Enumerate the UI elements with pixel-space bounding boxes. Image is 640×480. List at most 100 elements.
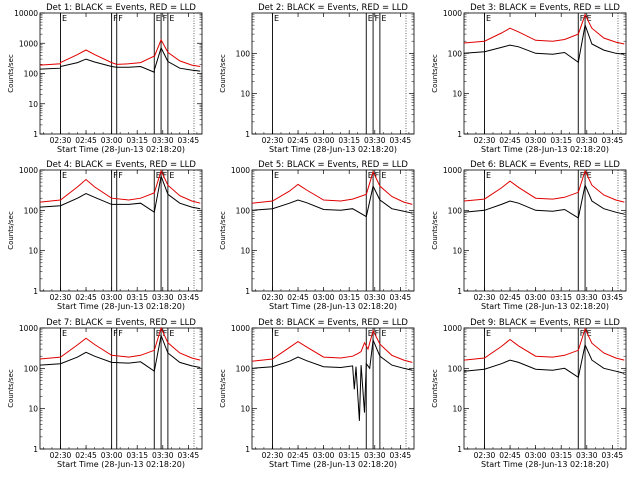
- plot-frame: [251, 169, 415, 292]
- x-tick-label: 03:15: [126, 451, 148, 460]
- time-marker-flag: F: [375, 171, 380, 180]
- x-tick-label: 03:00: [101, 136, 123, 145]
- time-marker-flag: E: [486, 171, 491, 180]
- x-tick-label: 02:45: [499, 136, 521, 145]
- y-tick-label: 1000: [19, 324, 38, 333]
- chart-panel-6: Det 6: BLACK = Events, RED = LLD 1 10 100 10…: [431, 160, 627, 311]
- y-tick-label: 1000: [19, 39, 38, 48]
- series-lld-line: [39, 169, 201, 204]
- x-axis-label: Start Time (28-Jun-13 02:18:20): [269, 460, 397, 469]
- chart-panel-5: Det 5: BLACK = Events, RED = LLD 1 10 100 10…: [219, 160, 415, 311]
- time-marker-flag: F: [375, 14, 380, 23]
- plot-frame: [39, 12, 203, 135]
- y-tick-label: 10: [452, 247, 462, 256]
- x-tick-label: 02:30: [262, 136, 284, 145]
- time-marker-flag: E: [62, 171, 67, 180]
- plot-frame: [39, 169, 203, 292]
- y-tick-label: 1: [457, 287, 462, 296]
- time-marker-flag: E: [587, 329, 592, 338]
- series-lld-line: [251, 170, 413, 205]
- y-tick-label: 10: [28, 405, 38, 414]
- y-tick-label: 1: [33, 287, 38, 296]
- x-tick-label: 03:15: [550, 293, 572, 302]
- time-marker-flag: F: [163, 329, 168, 338]
- y-tick-label: 100: [236, 206, 251, 215]
- y-tick-label: 10: [240, 90, 250, 99]
- series-events-line: [463, 23, 625, 64]
- time-marker-flag: E: [381, 329, 386, 338]
- time-marker-flag: F: [375, 329, 380, 338]
- chart-panel-4: Det 4: BLACK = Events, RED = LLD 1 10 100 10…: [7, 160, 203, 311]
- y-tick-label: 1: [457, 130, 462, 139]
- x-tick-label: 03:00: [313, 136, 335, 145]
- chart-panel-9: Det 9: BLACK = Events, RED = LLD 1 10 100 10…: [431, 318, 627, 469]
- x-tick-label: 03:45: [390, 293, 412, 302]
- y-tick-label: 10: [28, 247, 38, 256]
- x-tick-label: 03:15: [338, 293, 360, 302]
- x-tick-label: 02:45: [499, 451, 521, 460]
- series-lld-line: [463, 327, 625, 361]
- x-tick-label: 03:30: [364, 451, 386, 460]
- x-tick-label: 02:30: [50, 451, 72, 460]
- time-marker-flag: F: [580, 329, 585, 338]
- time-marker-flag: E: [486, 329, 491, 338]
- time-marker-flag: F: [113, 14, 118, 23]
- series-lld-line: [463, 169, 625, 203]
- x-tick-label: 03:45: [602, 136, 624, 145]
- x-axis-label: Start Time (28-Jun-13 02:18:20): [57, 460, 185, 469]
- chart-title: Det 9: BLACK = Events, RED = LLD: [470, 318, 620, 328]
- time-marker-flag: E: [381, 14, 386, 23]
- x-tick-label: 03:30: [152, 451, 174, 460]
- plot-frame: [251, 12, 415, 135]
- series-lld-line: [39, 38, 201, 67]
- time-marker-flag: F: [113, 329, 118, 338]
- y-tick-label: 100: [24, 206, 39, 215]
- y-tick-label: 1000: [443, 166, 462, 175]
- x-tick-label: 03:15: [126, 293, 148, 302]
- x-tick-label: 03:00: [313, 451, 335, 460]
- time-marker-flag: F: [118, 329, 123, 338]
- y-axis-label: Counts/sec: [431, 54, 439, 93]
- x-tick-label: 02:45: [287, 451, 309, 460]
- y-tick-label: 100: [24, 70, 39, 79]
- x-tick-label: 03:00: [313, 293, 335, 302]
- time-marker-flag: F: [163, 14, 168, 23]
- x-tick-label: 03:45: [178, 293, 200, 302]
- y-tick-label: 1000: [231, 324, 250, 333]
- time-marker-flag: E: [62, 14, 67, 23]
- y-tick-label: 1: [245, 130, 250, 139]
- x-axis-label: Start Time (28-Jun-13 02:18:20): [57, 302, 185, 311]
- y-tick-label: 1: [457, 445, 462, 454]
- x-tick-label: 03:45: [390, 451, 412, 460]
- series-events-line: [463, 183, 625, 219]
- time-marker-flag: E: [169, 171, 174, 180]
- x-tick-label: 03:15: [338, 136, 360, 145]
- time-marker-flag: E: [368, 14, 373, 23]
- time-marker-flag: F: [118, 14, 123, 23]
- y-tick-label: 10: [452, 405, 462, 414]
- y-tick-label: 1000: [19, 166, 38, 175]
- x-tick-label: 02:30: [50, 136, 72, 145]
- x-tick-label: 02:45: [287, 136, 309, 145]
- x-tick-label: 03:00: [101, 451, 123, 460]
- x-tick-label: 03:30: [576, 451, 598, 460]
- x-tick-label: 02:30: [262, 293, 284, 302]
- y-tick-label: 1000: [231, 166, 250, 175]
- time-marker-flag: E: [587, 171, 592, 180]
- time-marker-flag: F: [580, 171, 585, 180]
- series-events-line: [39, 46, 201, 73]
- y-axis-label: Counts/sec: [7, 211, 15, 250]
- time-marker-flag: E: [169, 329, 174, 338]
- x-tick-label: 03:45: [602, 451, 624, 460]
- x-tick-label: 03:15: [550, 451, 572, 460]
- time-marker-flag: E: [274, 329, 279, 338]
- y-axis-label: Counts/sec: [431, 211, 439, 250]
- x-axis-label: Start Time (28-Jun-13 02:18:20): [269, 302, 397, 311]
- x-tick-label: 03:30: [364, 136, 386, 145]
- y-tick-label: 100: [448, 364, 463, 373]
- y-tick-label: 100: [448, 206, 463, 215]
- x-tick-label: 03:45: [178, 451, 200, 460]
- series-events-line: [39, 174, 201, 214]
- series-lld-line: [251, 329, 413, 363]
- y-tick-label: 1: [245, 445, 250, 454]
